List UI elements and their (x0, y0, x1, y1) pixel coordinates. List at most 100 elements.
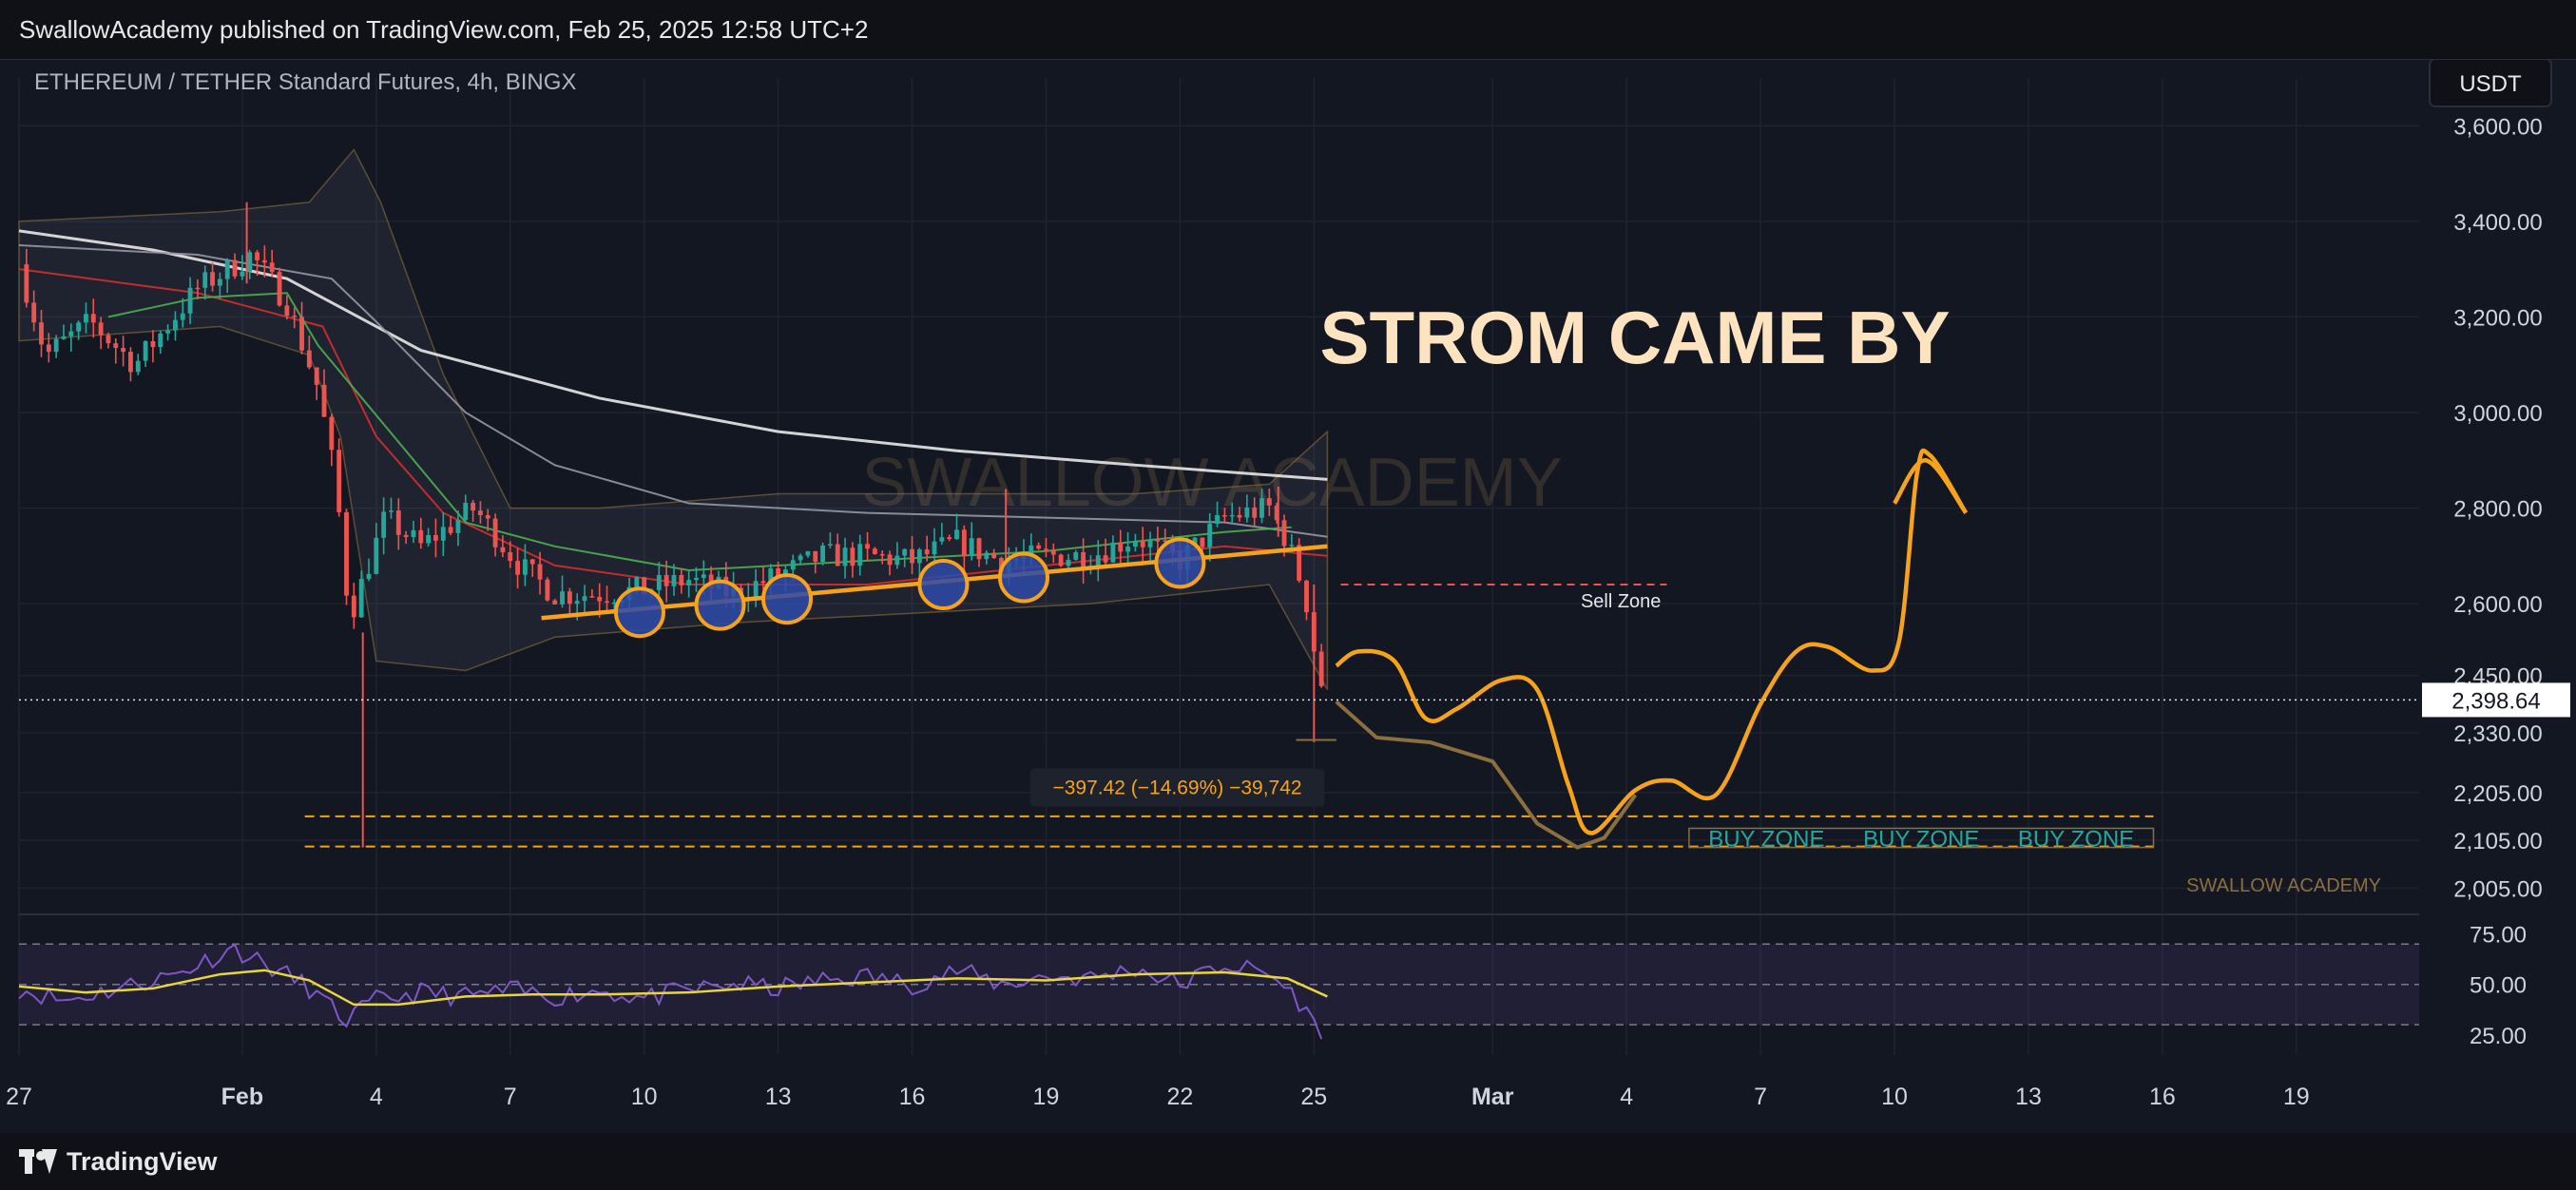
candle-body (61, 336, 67, 339)
trendline-touch-circle (761, 573, 813, 625)
candle-body (991, 552, 997, 559)
candle-body (455, 519, 461, 533)
projection-path (1335, 448, 1969, 835)
price-tick-label: 3,400.00 (2453, 210, 2542, 236)
buy-zone-box (1688, 827, 2155, 849)
candle-body (560, 591, 565, 605)
candle-body (969, 538, 974, 556)
candle-body (656, 574, 662, 590)
footer-bar: TradingView (0, 1133, 2576, 1190)
candle-body (1163, 540, 1168, 542)
candle-body (165, 330, 171, 334)
trendline-touch-circle (917, 559, 970, 611)
moving-average-line (18, 244, 1328, 538)
chart-area[interactable]: SWALLOW ACADEMY BUY ZONE BUY ZONE BUY ZONE S… (0, 58, 2576, 1133)
candle-body (358, 579, 364, 618)
candle-body (820, 545, 826, 563)
candle-body (150, 340, 156, 348)
candle-body (783, 569, 788, 577)
candle-body (776, 567, 781, 577)
candle-body (463, 502, 469, 520)
candle-body (1229, 514, 1235, 517)
candle-body (529, 559, 535, 565)
candle-body (418, 529, 424, 544)
candle-body (90, 314, 96, 323)
time-tick-label: 4 (370, 1084, 383, 1110)
price-chart-svg[interactable]: SWALLOW ACADEMY BUY ZONE BUY ZONE BUY ZONE S… (0, 58, 2576, 1133)
trendline-touch-circle (694, 579, 746, 631)
buy-zone-label: BUY ZONE (1708, 827, 1824, 853)
candle-body (552, 600, 558, 605)
candle-body (961, 529, 967, 556)
rsi-tick-label: 75.00 (2470, 923, 2527, 949)
candle-body (1207, 524, 1213, 547)
candle-body (1318, 651, 1324, 686)
candles (24, 202, 1324, 848)
candle-body (887, 554, 893, 566)
candle-body (1110, 542, 1116, 563)
tradingview-logo-icon (19, 1149, 57, 1174)
rsi-tick-label: 50.00 (2470, 973, 2527, 999)
candle-body (1221, 515, 1227, 517)
time-tick-label: 19 (1033, 1084, 1060, 1110)
candle-body (910, 548, 914, 564)
candle-body (694, 577, 699, 581)
candle-body (374, 537, 379, 574)
time-tick-label: 13 (2015, 1084, 2042, 1110)
currency-button[interactable]: USDT (2429, 58, 2552, 107)
candle-body (39, 322, 44, 345)
candle-body (1036, 545, 1042, 549)
candle-body (1066, 559, 1071, 566)
candle-body (381, 511, 387, 538)
publisher-text: SwallowAcademy published on TradingView.… (19, 15, 869, 44)
candle-body (195, 287, 201, 290)
candle-body (187, 287, 193, 314)
time-tick-label: 25 (1300, 1084, 1327, 1110)
time-tick-label: Feb (221, 1084, 263, 1110)
candle-body (306, 350, 312, 368)
watermark-text: SWALLOW ACADEMY (861, 445, 1562, 521)
candle-body (1200, 537, 1205, 547)
tradingview-logo[interactable]: TradingView (19, 1146, 218, 1177)
candle-body (411, 529, 416, 538)
candle-body (448, 527, 453, 533)
candle-body (582, 596, 587, 602)
candle-body (1081, 551, 1086, 569)
candle-body (180, 313, 185, 320)
candle-body (1274, 505, 1279, 521)
price-tick-label: 2,330.00 (2453, 721, 2542, 747)
candle-body (508, 552, 513, 562)
candle-body (842, 547, 848, 566)
candle-body (1140, 541, 1145, 547)
chart-title: ETHEREUM / TETHER Standard Futures, 4h, … (34, 69, 576, 95)
candle-body (158, 333, 163, 348)
time-tick-label: 16 (899, 1084, 926, 1110)
candle-body (567, 591, 572, 605)
candle-body (932, 541, 937, 555)
time-tick-label: 27 (6, 1084, 32, 1110)
candle-body (1058, 554, 1064, 566)
candle-body (515, 561, 521, 575)
publisher-bar: SwallowAcademy published on TradingView.… (0, 0, 2576, 60)
candle-body (1252, 507, 1258, 518)
candle-body (850, 547, 855, 566)
moving-average-line (18, 229, 1328, 481)
candle-body (492, 518, 498, 547)
price-tick-label: 2,105.00 (2453, 829, 2542, 854)
small-watermark-text: SWALLOW ACADEMY (2186, 875, 2381, 896)
candle-body (1155, 540, 1161, 542)
candle-body (84, 314, 88, 323)
candle-body (1259, 498, 1264, 518)
candle-body (172, 319, 178, 331)
price-tick-label: 2,205.00 (2453, 781, 2542, 807)
candle-body (642, 577, 647, 595)
candle-body (433, 534, 438, 541)
candle-body (477, 510, 483, 516)
candle-body (389, 510, 394, 512)
candle-body (1103, 555, 1108, 563)
candle-body (1073, 551, 1079, 560)
candle-body (314, 367, 319, 385)
candle-body (902, 548, 908, 556)
candle-body (255, 252, 260, 260)
currency-button-label: USDT (2459, 71, 2522, 97)
